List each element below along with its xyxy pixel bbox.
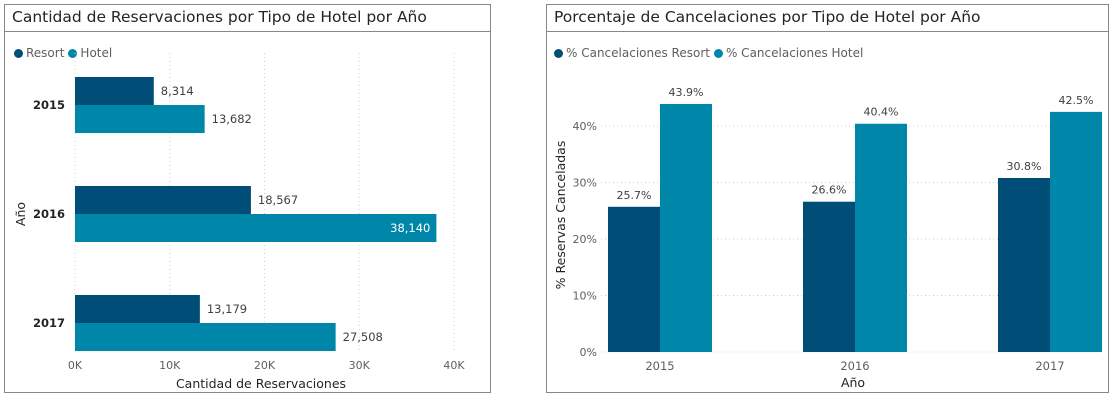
column-hotel: [660, 103, 712, 352]
data-label: 26.6%: [812, 184, 847, 197]
column-resort: [803, 201, 855, 352]
cancellations-legend-label-0: % Cancelaciones Resort: [566, 46, 710, 60]
y-tick-label: 0%: [580, 346, 597, 359]
y-axis-title: Año: [13, 202, 28, 226]
reservations-legend-label-1: Hotel: [80, 46, 113, 60]
cancellations-legend-marker-0: [554, 48, 563, 58]
data-label: 42.5%: [1059, 94, 1094, 107]
cancellations-chart-title: Porcentaje de Cancelaciones por Tipo de …: [547, 5, 1108, 32]
data-label: 40.4%: [864, 106, 899, 119]
data-label: 30.8%: [1007, 160, 1042, 173]
column-hotel: [1050, 111, 1102, 352]
reservations-legend-marker-1: [68, 48, 78, 58]
cancellations-legend-marker-1: [713, 48, 723, 58]
reservations-chart-legend: Resort Hotel: [14, 46, 116, 60]
bar-hotel: [75, 214, 437, 242]
y-tick-label: 2017: [33, 316, 65, 330]
bar-resort: [75, 77, 154, 105]
x-tick-label: 0K: [68, 359, 83, 372]
reservations-chart-title: Cantidad de Reservaciones por Tipo de Ho…: [5, 5, 490, 32]
bar-hotel: [75, 105, 205, 133]
y-tick-label: 30%: [573, 177, 597, 190]
data-label: 18,567: [258, 193, 298, 207]
y-tick-label: 10%: [573, 290, 597, 303]
column-hotel: [855, 123, 907, 353]
x-tick-label: 20K: [254, 359, 276, 372]
data-label: 38,140: [390, 221, 430, 235]
reservations-bar-chart: 0K 10K 20K 30K 40K 2015 8,314 13,682 2016 18,567 3…: [13, 53, 465, 391]
x-tick-label: 30K: [349, 359, 371, 372]
x-tick-label: 2017: [1035, 359, 1064, 373]
data-label: 25.7%: [617, 189, 652, 202]
x-axis-title: Año: [841, 375, 865, 390]
y-tick-label: 2015: [33, 98, 65, 112]
data-label: 43.9%: [669, 86, 704, 99]
reservations-legend-item-0[interactable]: Resort: [14, 46, 64, 60]
x-tick-label: 2016: [840, 359, 869, 373]
x-tick-label: 40K: [443, 359, 465, 372]
reservations-legend-marker-0: [14, 48, 23, 58]
data-label: 8,314: [161, 84, 194, 98]
data-label: 13,682: [212, 112, 252, 126]
y-tick-label: 2016: [33, 207, 65, 221]
column-resort: [608, 206, 660, 352]
x-tick-label: 2015: [645, 359, 674, 373]
cancellations-legend-item-1[interactable]: % Cancelaciones Hotel: [713, 46, 864, 60]
column-resort: [998, 177, 1050, 352]
reservations-chart-panel: Cantidad de Reservaciones por Tipo de Ho…: [4, 4, 491, 393]
y-tick-label: 40%: [573, 120, 597, 133]
x-tick-label: 10K: [159, 359, 181, 372]
bar-resort: [75, 186, 251, 214]
data-label: 27,508: [343, 330, 383, 344]
y-axis-title: % Reservas Canceladas: [553, 141, 568, 290]
cancellations-legend-label-1: % Cancelaciones Hotel: [725, 46, 864, 60]
cancellations-legend-item-0[interactable]: % Cancelaciones Resort: [554, 46, 710, 60]
bar-hotel: [75, 323, 336, 351]
x-axis-title: Cantidad de Reservaciones: [176, 376, 346, 391]
y-tick-label: 20%: [573, 233, 597, 246]
bar-resort: [75, 295, 200, 323]
cancellations-column-chart: 0% 10% 20% 30% 40% 25.7% 43.9% 2015 26.6% 40.4% 20…: [553, 86, 1102, 390]
cancellations-chart-panel: Porcentaje de Cancelaciones por Tipo de …: [546, 4, 1109, 393]
reservations-legend-item-1[interactable]: Hotel: [68, 46, 112, 60]
cancellations-chart-legend: % Cancelaciones Resort % Cancelaciones Ho…: [554, 46, 867, 60]
data-label: 13,179: [207, 302, 247, 316]
reservations-legend-label-0: Resort: [26, 46, 65, 60]
